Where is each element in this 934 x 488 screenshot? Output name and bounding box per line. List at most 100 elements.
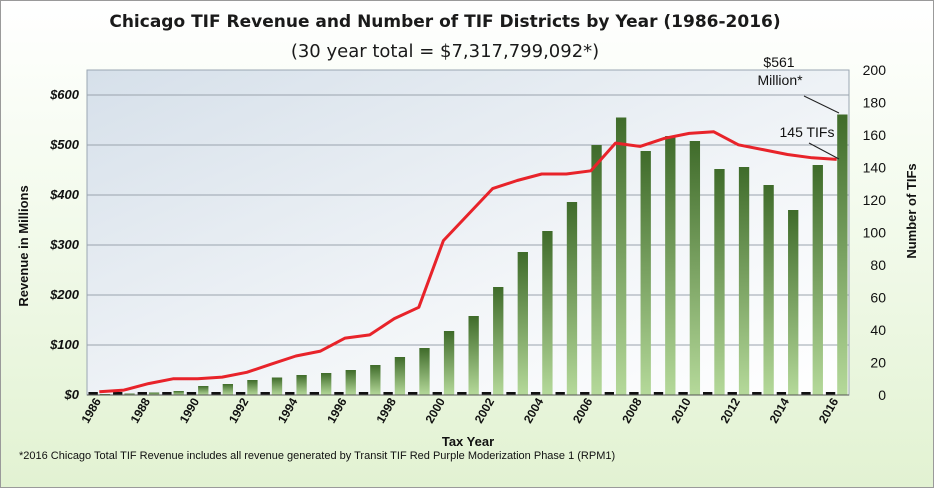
tif-count-line [99,130,837,394]
revenue-bar [689,141,701,395]
baseline-marker [235,392,246,395]
revenue-bar [640,151,651,395]
baseline-marker [408,392,418,395]
y2-tick-label: 120 [863,192,887,208]
y-tick-label: $500 [49,137,80,152]
y-axis-ticks: $0 $100 $200 $300 $400 $500 $600 [49,87,80,402]
revenue-bar [493,287,504,395]
baseline-marker [825,392,836,395]
revenue-bar [247,380,258,395]
x-tick-label: 2006 [570,395,596,425]
y2-tick-label: 0 [878,387,886,403]
baseline-marker [678,392,688,395]
baseline-marker [457,392,467,395]
revenue-bar [321,373,332,395]
x-tick-label: 1986 [78,395,104,425]
x-tick-label: 1994 [275,395,301,425]
chart-subtitle: (30 year total = $7,317,799,092*) [291,41,599,62]
baseline-marker [555,392,565,395]
y2-tick-label: 80 [870,257,886,273]
revenue-bar [443,331,455,395]
revenue-bar [124,393,135,395]
revenue-bar [837,114,848,395]
baseline-marker [432,392,442,395]
baseline-marker [801,392,811,395]
revenue-bar [665,136,676,395]
y-tick-label: $0 [64,387,80,402]
annotation-revenue-amount: $561 [763,54,794,70]
baseline-marker [285,392,295,395]
y-tick-label: $200 [49,287,80,302]
y2-tick-label: 180 [863,95,887,111]
y2-axis-ticks: 0 20 40 60 80 100 120 140 160 180 200 [863,62,887,403]
x-tick-label: 2008 [619,395,645,425]
revenue-bar [615,117,627,395]
baseline-markers [88,392,836,395]
y2-tick-label: 160 [863,127,887,143]
x-tick-label: 1992 [226,395,252,425]
baseline-marker [113,392,123,395]
revenue-bar [296,375,307,395]
revenue-bar [468,316,479,395]
annotation-tif-leader [808,142,840,160]
baseline-marker [752,392,762,395]
x-axis-label: Tax Year [442,434,494,449]
revenue-bar [763,185,774,395]
baseline-marker [162,392,172,395]
revenue-bars [99,114,848,395]
baseline-marker [776,392,787,395]
baseline-marker [88,392,98,395]
y-tick-label: $400 [49,187,80,202]
y2-tick-label: 40 [870,322,886,338]
x-tick-label: 2000 [423,395,449,425]
annotation-revenue-unit: Million* [757,72,803,88]
y-tick-label: $600 [49,87,80,102]
y2-tick-label: 20 [870,355,886,371]
revenue-bar [788,210,799,395]
baseline-marker [481,392,492,395]
y2-tick-label: 200 [863,62,887,78]
baseline-marker [604,392,615,395]
revenue-bar [148,392,160,395]
revenue-bar [419,348,430,395]
baseline-marker [211,392,221,395]
revenue-bar [198,386,209,395]
revenue-bar [370,365,381,395]
y-tick-label: $100 [49,337,80,352]
revenue-bar [394,357,406,395]
baseline-marker [580,392,590,395]
y2-axis-label: Number of TIFs [904,163,919,258]
x-tick-label: 1996 [324,395,350,425]
revenue-bar [566,202,578,395]
y2-tick-label: 140 [863,160,887,176]
x-axis-ticks: 1986 1988 1990 1992 1994 1996 1998 2000 2002 2004… [78,395,841,425]
y-axis-label: Revenue in Millions [16,185,31,306]
plot-area [86,69,850,396]
revenue-bar [517,252,528,395]
baseline-marker [530,392,541,395]
baseline-marker [506,392,516,395]
baseline-marker [383,392,393,395]
y2-tick-label: 100 [863,225,887,241]
baseline-marker [702,392,713,395]
x-tick-label: 2014 [767,395,793,425]
y2-tick-label: 60 [870,290,886,306]
baseline-marker [358,392,369,395]
x-tick-label: 2010 [668,395,694,425]
revenue-bar [222,384,234,395]
x-tick-label: 1990 [177,395,203,425]
baseline-marker [334,392,344,395]
revenue-bar [271,377,283,395]
x-tick-label: 1998 [373,395,399,425]
y-tick-label: $300 [49,237,80,252]
annotation-revenue-leader [803,95,840,114]
revenue-bar [542,231,553,395]
baseline-marker [629,392,639,395]
baseline-marker [186,392,197,395]
revenue-bar [812,165,823,395]
baseline-marker [309,392,320,395]
revenue-bar [591,145,602,395]
baseline-marker [260,392,270,395]
